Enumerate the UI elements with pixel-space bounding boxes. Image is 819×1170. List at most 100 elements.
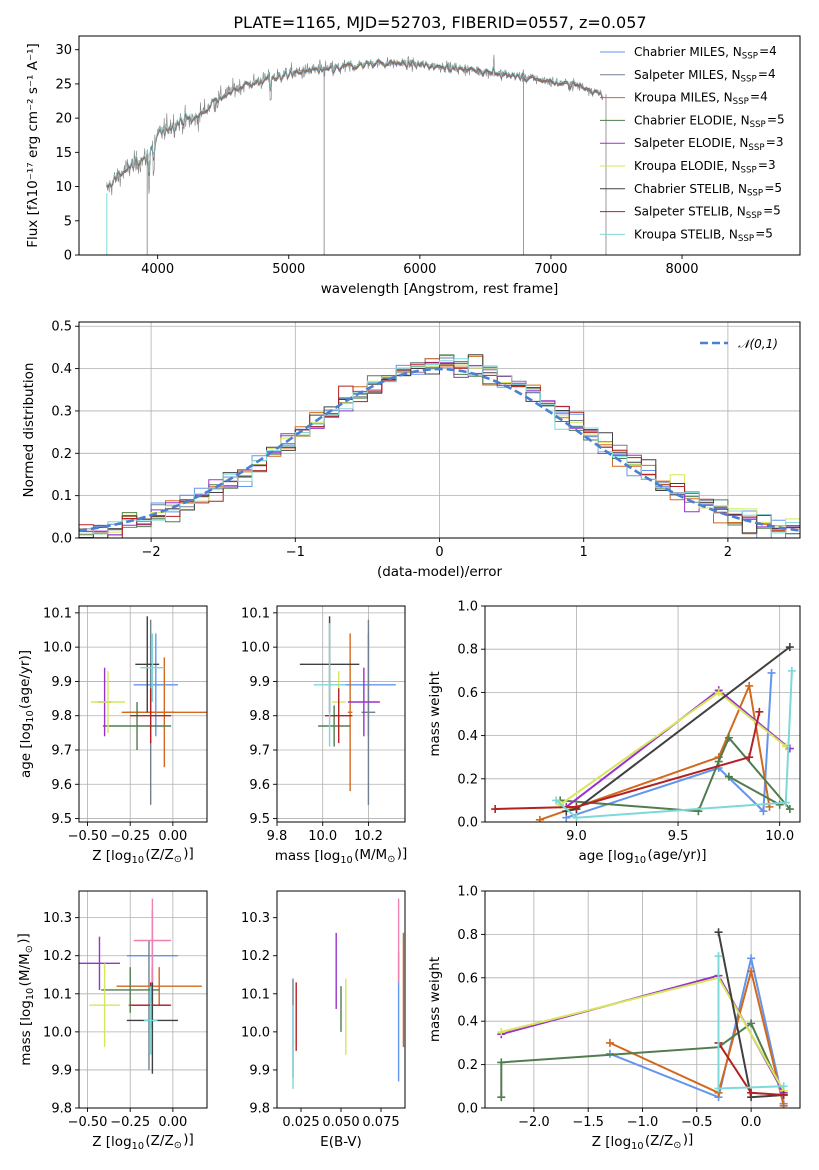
weight-series-line (495, 711, 761, 810)
axes-frame-residuals: −2 −1 0 1 2 0.0 0.1 0.2 0.3 0.4 0.5 (data-model)/er… (21, 320, 801, 580)
weight-series-line (555, 670, 793, 819)
data-point (89, 963, 120, 1048)
weight-marker (759, 807, 768, 816)
weight-marker (572, 802, 581, 811)
y-tick-label: 0 (64, 249, 72, 264)
axes-frame-ebv-mass: 0.025 0.050 0.075 9.8 9.9 10.0 10.1 10.2 10.3 E(B… (241, 890, 406, 1150)
y-tick-label: 9.6 (249, 778, 270, 793)
x-tick-label: 8000 (665, 262, 698, 277)
y-axis-label: age [log10 (age/yr)] (17, 650, 36, 778)
x-tick-label: 0.050 (322, 1115, 359, 1130)
x-tick-label: 0.00 (158, 829, 187, 844)
y-tick-label: 10.1 (43, 606, 72, 621)
y-axis-label: Normed distribution (21, 363, 37, 498)
weight-marker (779, 1090, 788, 1099)
panel-spectrum: 4000 5000 6000 7000 8000 0 5 10 15 20 25 30 waveleng… (25, 35, 801, 297)
panel-ebv-mass: 0.025 0.050 0.075 9.8 9.9 10.0 10.1 10.2 10.3 E(B… (241, 890, 406, 1150)
y-tick-label: 10.1 (43, 987, 72, 1002)
weight-marker (714, 1084, 723, 1093)
x-axis-label: Z [log10 (Z/Z⊙ )] (92, 846, 194, 866)
panel-mass-age: 9.8 10.0 10.2 9.5 9.6 9.7 9.8 9.9 10.0 10.1 mass [… (241, 605, 408, 866)
weight-marker (605, 1038, 614, 1047)
data-point (116, 967, 202, 1006)
axes-spine (276, 605, 406, 823)
y-tick-label: 9.6 (51, 778, 72, 793)
spectrum-legend: Chabrier MILES, NSSP =4 Salpeter MILES, N… (600, 44, 785, 244)
x-tick-label: −0.25 (110, 1115, 150, 1130)
y-tick-label: 9.9 (51, 1063, 72, 1078)
weight-series-line (609, 958, 785, 1104)
y-tick-label: 10.1 (241, 987, 270, 1002)
axes-spine (78, 605, 208, 823)
weight-marker (714, 757, 723, 766)
observed-spectrum-line (106, 54, 604, 196)
weight-marker (497, 1058, 506, 1067)
y-tick-label: 10.1 (241, 606, 270, 621)
plot-area-age-weight (491, 643, 796, 822)
y-tick-label: 9.5 (249, 812, 270, 827)
x-tick-label: 0.00 (158, 1115, 187, 1130)
y-tick-label: 0.0 (457, 816, 478, 831)
x-tick-label: 9.5 (668, 829, 689, 844)
y-tick-label: 10.3 (241, 911, 270, 926)
legend-label: Chabrier ELODIE, NSSP =5 (634, 112, 785, 130)
panel-age-weight: 9.0 9.5 10.0 0.0 0.2 0.4 0.6 0.8 1.0 age [log10 (… (427, 600, 801, 866)
legend-label: Salpeter STELIB, NSSP =5 (634, 204, 781, 222)
axes-frame-mass-age: 9.8 10.0 10.2 9.5 9.6 9.7 9.8 9.9 10.0 10.1 mass [… (241, 605, 408, 866)
y-tick-label: 9.8 (249, 1102, 270, 1117)
weight-marker (747, 1088, 756, 1097)
y-axis-label: mass weight (427, 957, 443, 1042)
x-tick-label: −2.0 (518, 1115, 550, 1130)
y-tick-label: 0.3 (51, 404, 72, 419)
y-tick-label: 10.0 (241, 1025, 270, 1040)
data-point (140, 633, 165, 702)
weight-marker (745, 681, 754, 690)
data-point (133, 633, 178, 737)
x-tick-label: −0.25 (110, 829, 150, 844)
y-tick-label: 10.0 (241, 641, 270, 656)
panel-z-age: −0.50 −0.25 0.00 9.5 9.6 9.7 9.8 9.9 10.0 10.1 Z [… (17, 605, 208, 866)
y-tick-label: 10 (55, 180, 72, 195)
y-tick-label: 9.5 (51, 812, 72, 827)
weight-marker (714, 952, 723, 961)
x-tick-label: −1.0 (627, 1115, 659, 1130)
weight-marker (714, 928, 723, 937)
plot-area-ebv-mass (292, 898, 405, 1089)
x-tick-label: −0.50 (68, 829, 108, 844)
legend-label: Chabrier MILES, NSSP =4 (634, 44, 777, 62)
x-tick-label: 9.0 (566, 829, 587, 844)
legend-label: 𝒩(0,1) (738, 337, 778, 351)
y-tick-label: 9.9 (249, 1063, 270, 1078)
x-tick-label: 0.025 (282, 1115, 319, 1130)
weight-marker (745, 753, 754, 762)
model-spectrum-line (106, 57, 603, 186)
x-tick-label: 0.0 (741, 1115, 762, 1130)
data-point (79, 936, 120, 990)
y-tick-label: 0.0 (51, 532, 72, 547)
weight-series-line (609, 971, 785, 1107)
y-tick-label: 0.2 (457, 772, 478, 787)
weight-marker (755, 707, 764, 716)
y-tick-label: 1.0 (457, 600, 478, 615)
x-tick-label: −0.5 (681, 1115, 713, 1130)
x-tick-label: 4000 (141, 262, 174, 277)
data-point (347, 633, 353, 792)
x-axis-label: mass [log10 (M/M⊙ )] (275, 846, 408, 866)
weight-marker (785, 805, 794, 814)
figure-title: PLATE=1165, MJD=52703, FIBERID=0557, z=0… (233, 13, 646, 32)
plot-area-z-weight (497, 928, 788, 1108)
weight-marker (747, 967, 756, 976)
legend-label: Kroupa STELIB, NSSP =5 (634, 226, 773, 244)
y-tick-label: 0.4 (457, 729, 478, 744)
panel-z-weight: −2.0 −1.5 −1.0 −0.5 0.0 0.0 0.2 0.4 0.6 0.8 1.0 Z [… (427, 885, 801, 1152)
y-tick-label: 10.0 (43, 641, 72, 656)
y-tick-label: 0.2 (51, 447, 72, 462)
y-tick-label: 0.4 (51, 362, 72, 377)
y-tick-label: 10.0 (43, 1025, 72, 1040)
weight-marker (781, 798, 790, 807)
data-point (135, 616, 160, 713)
y-tick-label: 0.6 (457, 971, 478, 986)
y-tick-label: 0.4 (457, 1015, 478, 1030)
data-point (133, 898, 172, 983)
